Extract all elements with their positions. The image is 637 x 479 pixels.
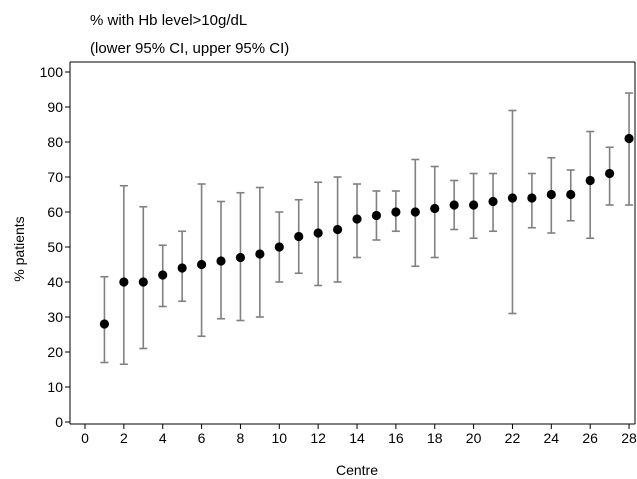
error-bar [508,109,517,315]
error-bars [100,92,634,366]
x-tick-label: 26 [582,430,598,446]
data-point [527,193,537,203]
data-point [371,210,382,221]
data-point [99,319,110,329]
y-tick-label: 70 [47,169,63,185]
x-tick-label: 2 [120,430,128,446]
y-tick-label: 100 [40,64,64,80]
x-axis-title: Centre [336,462,378,478]
data-point [585,175,595,186]
x-tick-label: 10 [272,430,288,446]
data-point [294,231,304,242]
y-tick-label: 80 [47,134,63,150]
x-tick-label: 24 [544,430,560,446]
data-point [274,242,284,252]
y-axis-title: % patients [11,216,27,281]
error-bar [119,184,128,366]
data-point [196,259,207,270]
y-tick-label: 90 [47,99,63,115]
data-point [352,214,362,224]
error-bar [625,92,634,206]
y-tick-label: 50 [47,239,63,255]
data-point [313,228,323,238]
data-point [507,193,518,203]
data-point [624,133,634,144]
data-point [216,256,226,266]
y-tick-label: 20 [47,344,63,360]
y-tick-label: 60 [47,204,63,220]
y-tick-label: 0 [55,414,63,430]
y-tick-label: 30 [47,309,63,325]
x-tick-label: 6 [198,430,206,446]
y-tick-label: 10 [47,379,63,395]
x-tick-label: 4 [159,430,167,446]
x-tick-label: 18 [427,430,443,446]
data-point [605,168,615,179]
data-point [410,207,420,217]
x-tick-label: 14 [349,430,365,446]
chart-title-line-1: % with Hb level>10g/dL [90,12,247,29]
x-tick-label: 12 [310,430,326,446]
x-tick-label: 8 [237,430,245,446]
y-tick-label: 40 [47,274,63,290]
data-point [119,277,129,287]
data-points [99,133,634,329]
data-point [391,207,401,217]
data-point [158,270,168,280]
x-tick-label: 0 [81,430,89,446]
x-tick-label: 28 [621,430,637,446]
data-point [469,200,479,210]
data-point [177,263,187,273]
data-point [138,277,148,287]
data-point [488,196,498,207]
data-point [235,252,246,263]
x-tick-label: 22 [505,430,521,446]
chart-title-line-2: (lower 95% CI, upper 95% CI) [90,40,289,57]
data-point [332,224,343,235]
x-tick-label: 20 [466,430,482,446]
data-point [449,200,459,210]
data-point [566,189,576,200]
data-point [546,189,556,200]
data-point [430,203,440,214]
x-tick-label: 16 [388,430,404,446]
data-point [255,249,265,259]
